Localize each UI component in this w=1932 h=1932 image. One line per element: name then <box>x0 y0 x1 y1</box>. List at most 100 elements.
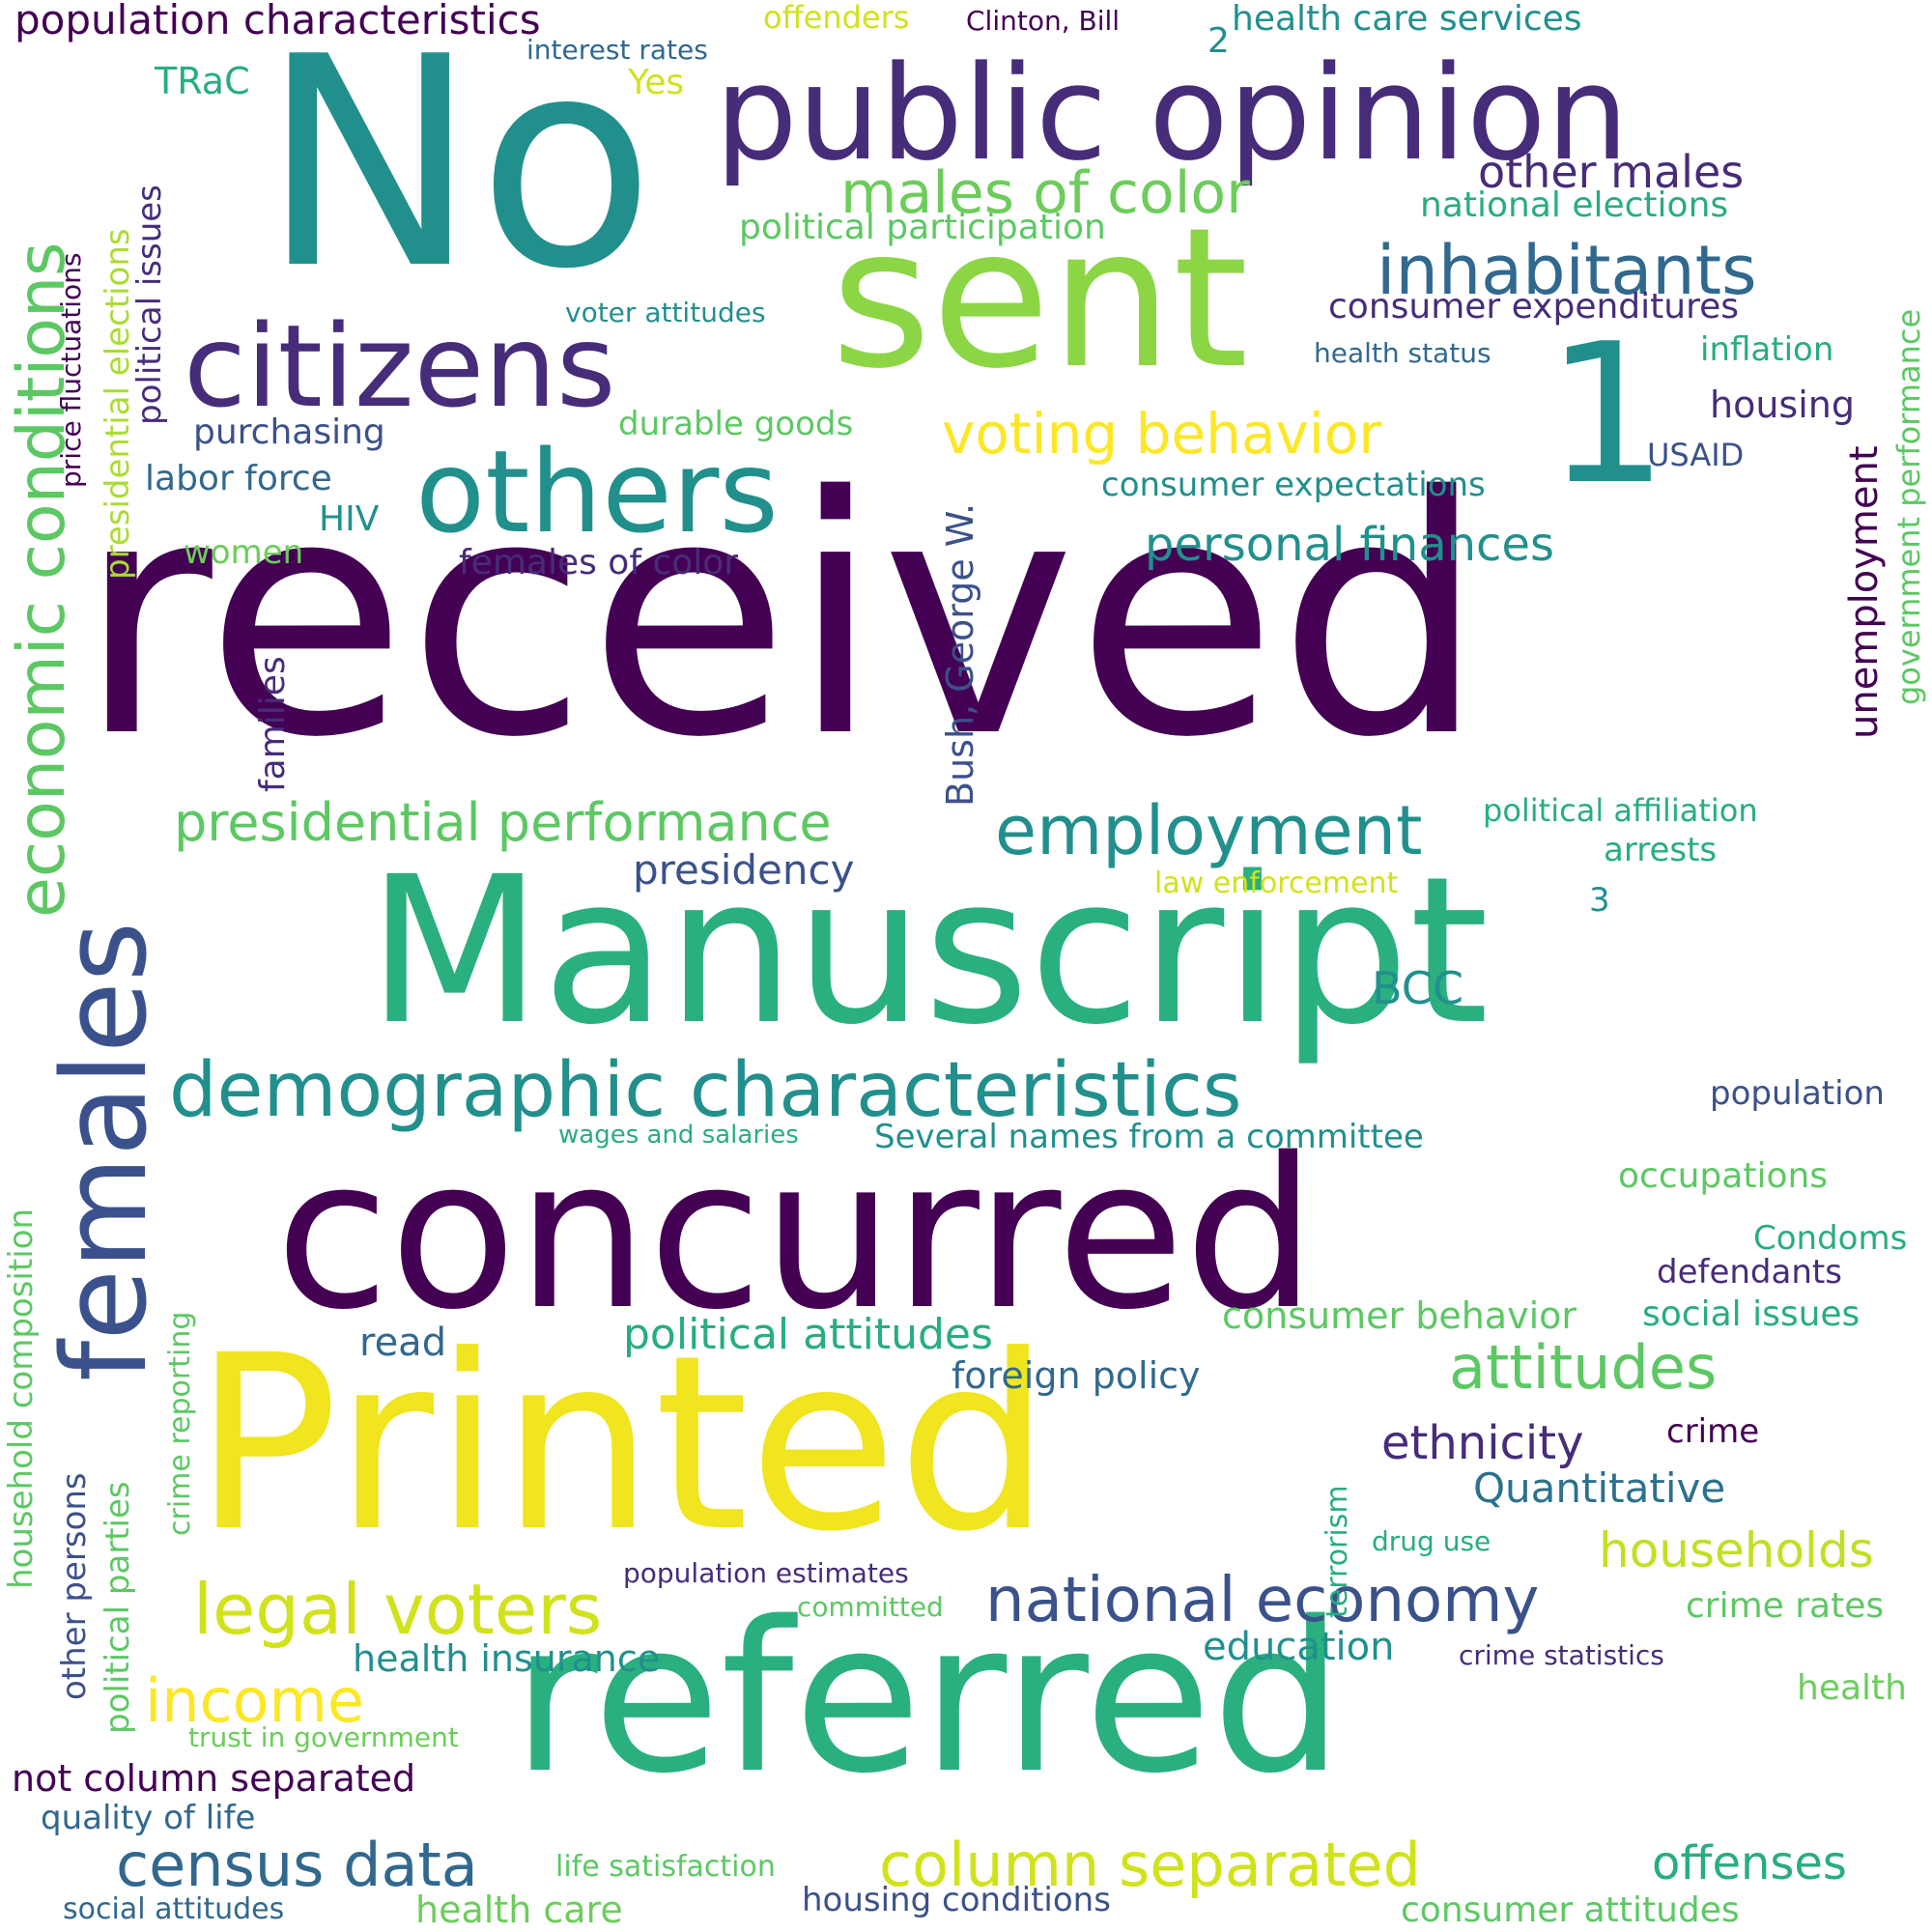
word-one: 1 <box>1546 302 1669 527</box>
word-political-affiliation: political affiliation <box>1483 792 1758 829</box>
word-personal-finances: personal finances <box>1145 518 1554 572</box>
word-offenses: offenses <box>1652 1836 1847 1890</box>
word-others: others <box>415 425 779 558</box>
word-population-estimates: population estimates <box>623 1557 909 1589</box>
word-unemployment: unemployment <box>1842 445 1887 739</box>
word-crime: crime <box>1666 1412 1760 1451</box>
word-drug-use: drug use <box>1372 1525 1492 1557</box>
word-not-column-separated: not column separated <box>12 1757 416 1800</box>
word-health: health <box>1797 1668 1907 1708</box>
word-received: received <box>77 427 1487 810</box>
word-quantitative: Quantitative <box>1473 1464 1726 1512</box>
word-usaid: USAID <box>1647 437 1745 473</box>
word-manuscript: Manuscript <box>367 833 1490 1069</box>
word-bcc: BCC <box>1372 962 1463 1014</box>
word-foreign-policy: foreign policy <box>952 1354 1201 1397</box>
word-voting-behavior: voting behavior <box>942 401 1382 467</box>
word-social-issues: social issues <box>1642 1294 1861 1334</box>
word-inflation: inflation <box>1700 330 1834 369</box>
word-occupations: occupations <box>1618 1156 1829 1196</box>
word-national-economy: national economy <box>985 1565 1540 1636</box>
word-females: females <box>39 921 173 1381</box>
word-purchasing: purchasing <box>193 412 385 452</box>
word-labor-force: labor force <box>145 459 332 498</box>
word-political-issues: political issues <box>130 185 169 425</box>
word-quality-of-life: quality of life <box>41 1799 256 1837</box>
word-political-participation: political participation <box>739 208 1106 247</box>
word-trust-in-government: trust in government <box>188 1721 459 1753</box>
word-citizens: citizens <box>184 299 616 433</box>
word-public-opinion: public opinion <box>715 38 1630 189</box>
word-health-status: health status <box>1314 337 1492 369</box>
word-population-characteristics: population characteristics <box>14 0 541 43</box>
word-government-performance: government performance <box>1890 308 1927 705</box>
word-bush-george-w: Bush, George W. <box>939 502 981 807</box>
word-presidency: presidency <box>633 846 855 894</box>
word-price-fluctuations: price fluctuations <box>55 252 87 488</box>
word-wages-and-salaries: wages and salaries <box>558 1121 799 1150</box>
word-crime-statistics: crime statistics <box>1459 1639 1664 1671</box>
word-committed: committed <box>797 1591 944 1623</box>
word-referred: referred <box>512 1577 1344 1819</box>
word-political-attitudes: political attitudes <box>623 1310 993 1359</box>
word-several-names: Several names from a committee <box>874 1118 1424 1156</box>
word-offenders: offenders <box>763 0 910 36</box>
word-interest-rates: interest rates <box>526 34 708 66</box>
word-presidential-elections: presidential elections <box>99 228 137 580</box>
word-yes: Yes <box>628 63 685 102</box>
word-families: families <box>253 656 293 792</box>
word-health-insurance: health insurance <box>353 1637 661 1680</box>
word-trac: TRaC <box>155 60 250 102</box>
word-three: 3 <box>1589 881 1610 920</box>
word-life-satisfaction: life satisfaction <box>555 1850 776 1884</box>
word-women: women <box>184 533 304 572</box>
word-social-attitudes: social attitudes <box>63 1892 285 1926</box>
word-other-males: other males <box>1478 146 1745 198</box>
word-hiv: HIV <box>319 499 380 539</box>
word-inhabitants: inhabitants <box>1377 231 1757 310</box>
word-census-data: census data <box>116 1830 478 1900</box>
word-printed: Printed <box>193 1303 1051 1584</box>
word-health-care: health care <box>415 1889 623 1931</box>
word-concurred: concurred <box>275 1113 1317 1355</box>
word-column-separated: column separated <box>879 1830 1422 1900</box>
word-health-care-services: health care services <box>1232 0 1582 39</box>
word-attitudes: attitudes <box>1449 1332 1718 1403</box>
word-arrests: arrests <box>1604 831 1718 869</box>
word-household-composition: household composition <box>2 1208 41 1589</box>
word-consumer-behavior: consumer behavior <box>1222 1294 1577 1337</box>
word-males-of-color: males of color <box>840 159 1250 227</box>
word-law-enforcement: law enforcement <box>1154 867 1399 900</box>
word-housing: housing <box>1710 384 1855 426</box>
word-consumer-expectations: consumer expectations <box>1101 466 1486 504</box>
word-no: No <box>261 0 655 332</box>
word-sent: sent <box>831 186 1249 412</box>
word-households: households <box>1599 1522 1874 1578</box>
word-employment: employment <box>995 791 1423 870</box>
word-voter-attitudes: voter attitudes <box>565 297 766 328</box>
word-clinton-bill: Clinton, Bill <box>966 5 1121 37</box>
word-terrorism: terrorism <box>1321 1485 1354 1618</box>
word-crime-reporting: crime reporting <box>163 1311 197 1536</box>
word-ethnicity: ethnicity <box>1381 1416 1584 1470</box>
word-housing-conditions: housing conditions <box>802 1881 1111 1919</box>
word-defendants: defendants <box>1657 1253 1842 1292</box>
word-national-elections: national elections <box>1420 185 1729 225</box>
word-demographic-characteristics: demographic characteristics <box>169 1047 1242 1134</box>
word-education: education <box>1203 1625 1395 1669</box>
word-income: income <box>145 1665 365 1736</box>
word-durable-goods: durable goods <box>618 405 854 443</box>
word-crime-rates: crime rates <box>1686 1586 1885 1626</box>
word-females-of-color: females of color <box>459 543 739 582</box>
word-consumer-expenditures: consumer expenditures <box>1328 287 1740 327</box>
word-consumer-attitudes: consumer attitudes <box>1401 1890 1740 1930</box>
word-political-parties: political parties <box>99 1481 137 1734</box>
word-legal-voters: legal voters <box>193 1569 603 1650</box>
word-two: 2 <box>1208 21 1230 61</box>
word-other-persons: other persons <box>55 1472 94 1700</box>
word-presidential-performance: presidential performance <box>174 792 832 853</box>
word-population: population <box>1710 1074 1885 1113</box>
word-condoms: Condoms <box>1753 1219 1908 1258</box>
word-read: read <box>359 1321 447 1365</box>
